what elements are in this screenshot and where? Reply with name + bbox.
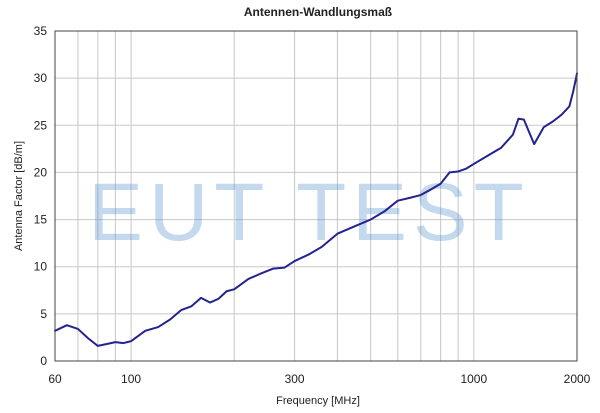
watermark-text: EUT TEST	[88, 167, 529, 258]
series-layer	[54, 72, 578, 347]
y-tick-label: 10	[34, 260, 48, 274]
x-tick-label: 60	[48, 372, 62, 386]
y-tick-label: 25	[34, 118, 48, 132]
y-tick-label: 20	[34, 165, 48, 179]
antenna-factor-series-line	[54, 72, 578, 347]
plot-frame	[54, 30, 578, 362]
x-axis-label: Frequency [MHz]	[276, 395, 360, 407]
y-axis-label: Antenna Factor [dB/m]	[13, 141, 25, 251]
y-tick-label: 0	[40, 354, 47, 368]
x-tick-label: 100	[121, 372, 141, 386]
chart-title: Antennen-Wandlungsmaß	[244, 5, 392, 19]
y-tick-label: 5	[40, 307, 47, 321]
x-tick-label: 300	[285, 372, 305, 386]
y-tick-label: 15	[34, 213, 48, 227]
tick-labels: 60 100 300 1000 2000 0 5 10 15 20 25 30 35	[34, 24, 591, 386]
y-tick-label: 30	[34, 71, 48, 85]
x-tick-label: 1000	[460, 372, 487, 386]
y-tick-label: 35	[34, 24, 48, 38]
x-tick-label: 2000	[564, 372, 591, 386]
